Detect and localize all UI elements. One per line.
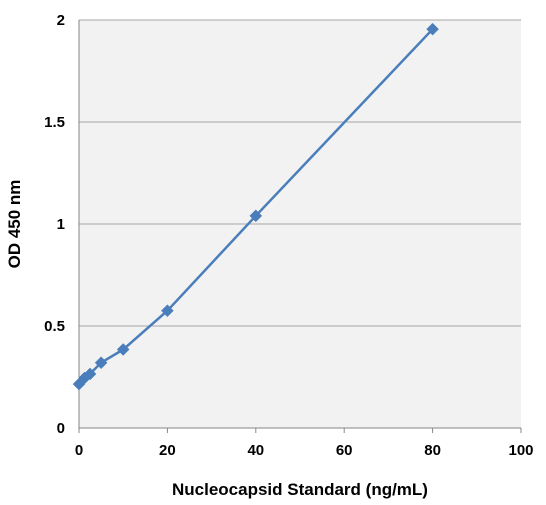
x-tick-label: 0 xyxy=(75,442,83,459)
x-axis-title: Nucleocapsid Standard (ng/mL) xyxy=(172,480,428,499)
x-tick-label: 80 xyxy=(424,442,441,459)
x-tick-label: 100 xyxy=(508,442,533,459)
series-group xyxy=(72,22,439,391)
y-tick-label: 1.5 xyxy=(44,114,65,131)
x-tick-label: 40 xyxy=(247,442,264,459)
data-point xyxy=(161,304,174,318)
x-tick-label: 20 xyxy=(159,442,176,459)
y-axis-title: OD 450 nm xyxy=(5,180,24,269)
y-tick-label: 0.5 xyxy=(44,318,65,335)
data-point xyxy=(94,356,108,370)
x-tick-labels: 0 20 40 60 80 100 xyxy=(75,442,534,459)
y-tick-labels: 0 0.5 1 1.5 2 xyxy=(44,12,65,437)
grid-lines xyxy=(79,19,521,327)
data-point xyxy=(116,343,130,356)
y-tick-label: 1 xyxy=(57,216,65,233)
x-tick-label: 60 xyxy=(336,442,353,459)
y-tick-label: 2 xyxy=(57,12,65,29)
data-point xyxy=(83,367,97,381)
axes xyxy=(78,20,522,433)
data-point xyxy=(426,22,439,36)
data-point xyxy=(249,209,263,223)
y-tick-label: 0 xyxy=(57,420,65,437)
